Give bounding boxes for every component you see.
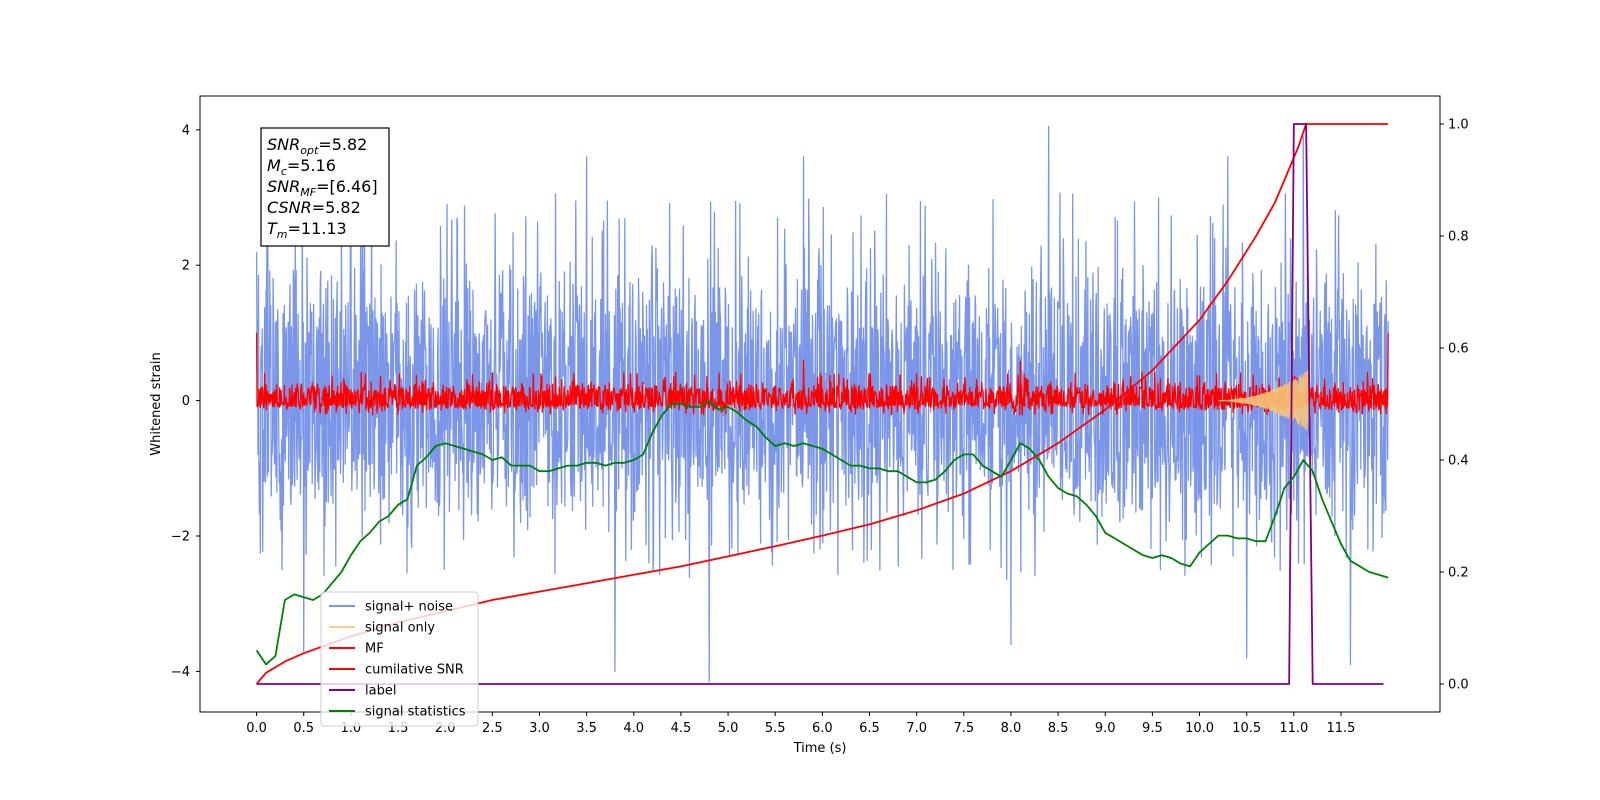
series-label: [256, 123, 1384, 685]
x-tick-label: 5.5: [765, 721, 786, 736]
y-tick-label-right: 0.8: [1448, 230, 1469, 245]
x-tick-label: 10.5: [1232, 721, 1261, 736]
y-tick-label-right: 0.4: [1448, 454, 1469, 469]
x-tick-label: 6.0: [812, 721, 833, 736]
series-signal-only: [1218, 370, 1309, 431]
x-tick-label: 3.5: [576, 721, 597, 736]
legend-frame: [320, 591, 479, 727]
legend-label: MF: [365, 642, 384, 657]
series-mf: [255, 332, 1389, 416]
y-axis-right: 0.0 0.2 0.4 0.6 0.8 1.0: [1440, 118, 1469, 693]
x-tick-label: 10.0: [1185, 721, 1214, 736]
x-tick-label: 6.5: [859, 721, 880, 736]
annotation-line: SNRopt=5.82: [267, 135, 367, 157]
y-axis-left: −4 −2 0 2 4: [171, 123, 200, 680]
y-tick-label-left: 4: [182, 123, 190, 138]
y-tick-label-left: 2: [182, 259, 190, 274]
y-tick-label-left: −2: [171, 530, 190, 545]
x-tick-label: 11.5: [1327, 721, 1356, 736]
legend-label: label: [365, 684, 396, 699]
y-tick-label-right: 1.0: [1448, 118, 1469, 133]
y-axis-label-left: Whitened strain: [149, 352, 164, 455]
plot-frame: [199, 95, 1441, 713]
x-tick-label: 8.5: [1048, 721, 1069, 736]
x-tick-label: 0.5: [293, 721, 314, 736]
series-signal-statistics: [255, 400, 1389, 666]
x-tick-label: 9.0: [1095, 721, 1116, 736]
annotation-line: CSNR=5.82: [267, 198, 361, 217]
x-tick-label: 9.5: [1142, 721, 1163, 736]
legend: signal+ noise signal only MF cumilative SNR…: [320, 591, 479, 727]
x-tick-label: 4.5: [671, 721, 692, 736]
annotation-line: Tm=11.13: [267, 219, 347, 241]
y-tick-label-right: 0.2: [1448, 566, 1469, 581]
legend-label: signal+ noise: [365, 600, 453, 615]
x-tick-label: 3.0: [529, 721, 550, 736]
annotation-frame: [260, 127, 390, 247]
y-tick-label-left: 0: [182, 394, 190, 409]
series-signal-noise: [255, 125, 1389, 683]
x-tick-label: 5.0: [718, 721, 739, 736]
annotation-line: Mc=5.16: [267, 156, 336, 178]
legend-label: cumilative SNR: [365, 663, 464, 678]
x-tick-label: 7.5: [953, 721, 974, 736]
x-tick-label: 0.0: [246, 721, 267, 736]
x-axis-label: Time (s): [793, 741, 847, 756]
annotation-line: SNRMF=[6.46]: [267, 177, 378, 199]
x-tick-label: 2.5: [482, 721, 503, 736]
y-tick-label-right: 0.6: [1448, 342, 1469, 357]
y-tick-label-right: 0.0: [1448, 678, 1469, 693]
x-tick-label: 4.0: [623, 721, 644, 736]
y-tick-label-left: −4: [171, 665, 190, 680]
x-tick-label: 11.0: [1279, 721, 1308, 736]
x-tick-label: 8.0: [1001, 721, 1022, 736]
legend-label: signal statistics: [365, 705, 466, 720]
x-tick-label: 7.0: [906, 721, 927, 736]
legend-label: signal only: [365, 621, 435, 636]
